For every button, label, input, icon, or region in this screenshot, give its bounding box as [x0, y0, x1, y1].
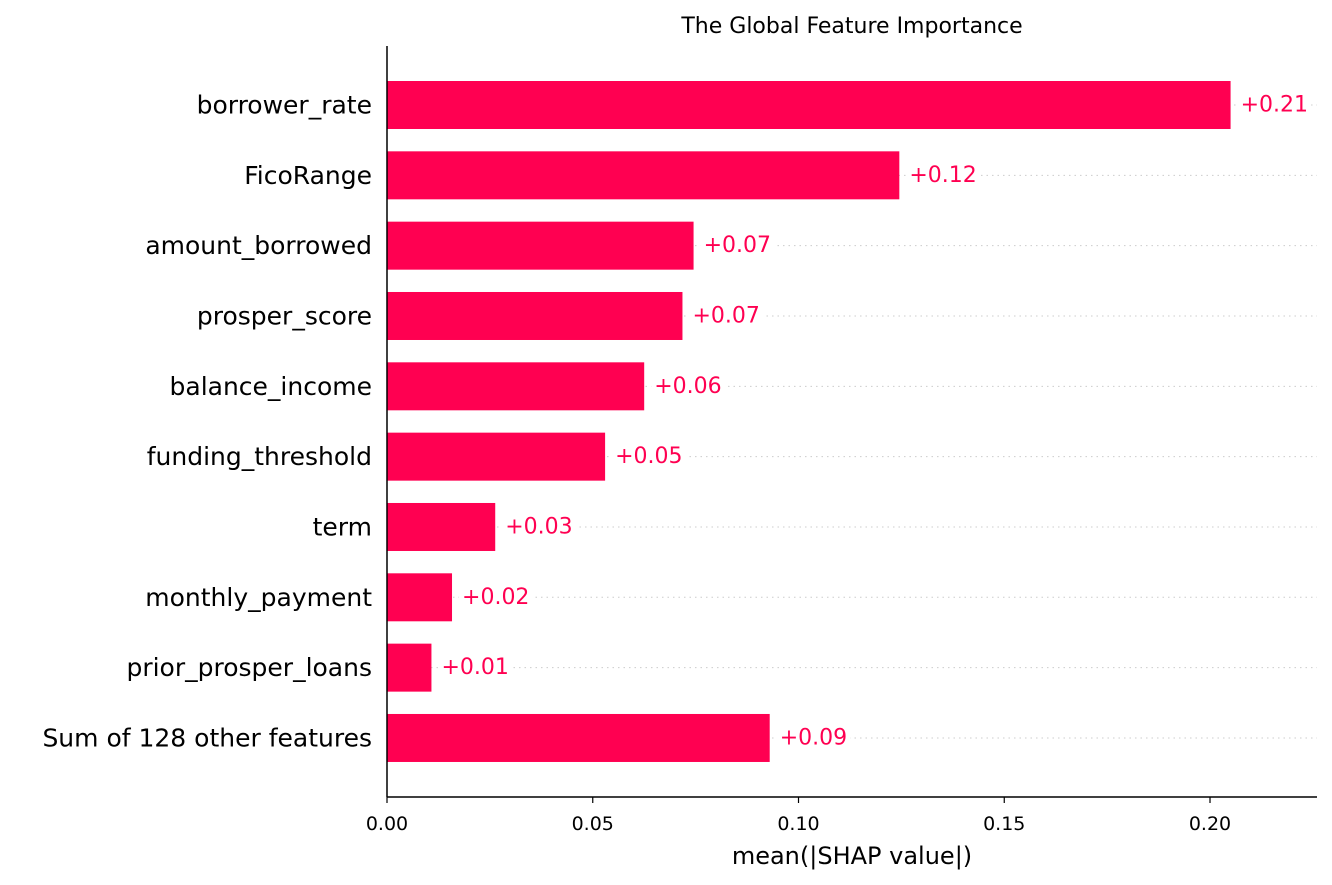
category-label: prior_prosper_loans [126, 653, 372, 682]
category-label: prosper_score [197, 301, 372, 330]
value-label: +0.07 [692, 303, 759, 328]
value-label: +0.12 [909, 163, 976, 188]
x-axis-title: mean(|SHAP value|) [732, 842, 972, 870]
x-tick-label: 0.05 [572, 813, 614, 835]
bar [387, 643, 432, 692]
x-tick-label: 0.20 [1189, 813, 1231, 835]
value-label: +0.03 [505, 514, 572, 539]
value-label-background [612, 443, 686, 470]
value-label-background [776, 724, 851, 751]
category-label: Sum of 128 other features [42, 723, 372, 752]
x-tick-label: 0.15 [983, 813, 1025, 835]
value-label: +0.05 [615, 444, 682, 469]
value-label: +0.06 [654, 374, 721, 399]
x-ticks: 0.00 0.05 0.10 0.15 0.20 [366, 797, 1231, 835]
bar [387, 502, 496, 551]
value-label: +0.07 [704, 233, 771, 258]
chart-title: The Global Feature Importance [680, 14, 1022, 39]
guide-lines [387, 104, 1317, 739]
category-labels: borrower_rate FicoRange amount_borrowedpro… [42, 91, 372, 753]
value-label: +0.02 [462, 585, 529, 610]
value-label-background [651, 373, 725, 400]
bar [387, 362, 645, 411]
category-label: funding_threshold [147, 442, 372, 471]
bar [387, 291, 683, 340]
value-label: +0.09 [780, 725, 847, 750]
x-tick-label: 0.10 [777, 813, 819, 835]
category-label: FicoRange [244, 161, 372, 190]
x-tick-label: 0.00 [366, 813, 408, 835]
value-label-background [502, 513, 576, 540]
bar [387, 151, 900, 200]
value-label-background [459, 584, 533, 611]
value-labels: +0.21 +0.12 +0.07 +0.07 +0.06 +0.05 +0.03 +0.02… [438, 92, 1312, 751]
category-label: balance_income [170, 372, 373, 401]
value-label: +0.01 [441, 655, 508, 680]
axes [386, 46, 1317, 798]
value-label-background [689, 302, 763, 329]
category-label: amount_borrowed [145, 231, 372, 260]
value-label-background [1237, 92, 1312, 118]
value-label-background [906, 162, 980, 189]
value-label: +0.21 [1241, 93, 1308, 118]
bar [387, 573, 453, 622]
category-label: monthly_payment [145, 583, 372, 612]
bar [387, 81, 1231, 129]
bar [387, 221, 694, 270]
bars [387, 81, 1231, 762]
category-label: borrower_rate [197, 91, 372, 120]
value-label-background [700, 232, 775, 259]
value-label-background [438, 654, 512, 681]
bar [387, 713, 770, 762]
bar [387, 432, 606, 481]
category-label: term [313, 512, 372, 541]
